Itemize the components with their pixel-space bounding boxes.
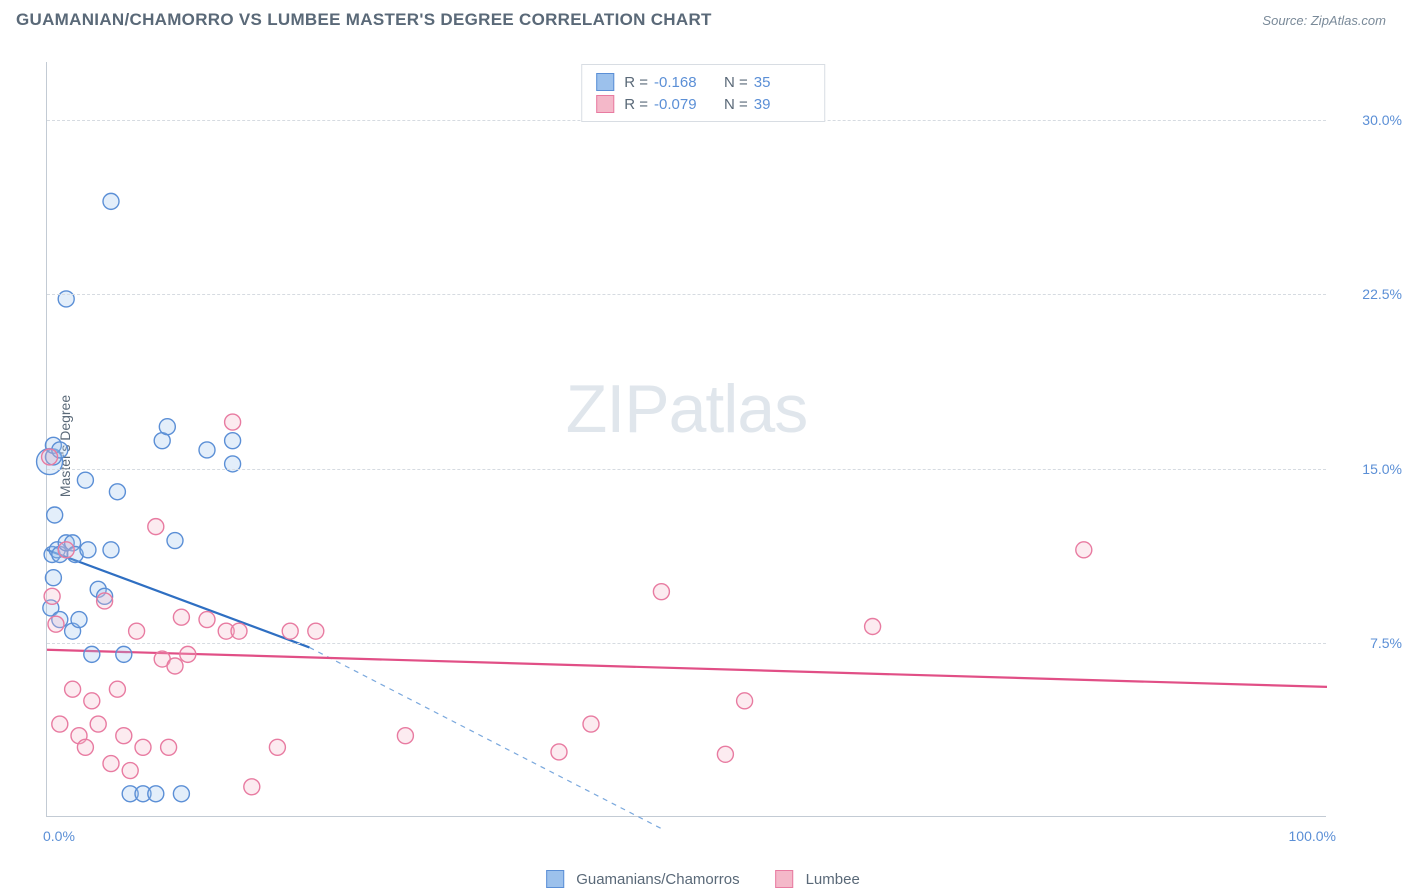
chart-title: GUAMANIAN/CHAMORRO VS LUMBEE MASTER'S DE… xyxy=(16,10,712,30)
legend-label-2: Lumbee xyxy=(806,871,860,888)
r-value: -0.168 xyxy=(654,74,710,91)
n-value: 39 xyxy=(754,96,810,113)
legend-swatch-1 xyxy=(546,870,564,888)
n-label: N = xyxy=(724,96,748,113)
r-value: -0.079 xyxy=(654,96,710,113)
ytick-label: 15.0% xyxy=(1332,461,1402,477)
chart-plot-area: ZIPatlas 0.0% 100.0% 7.5%15.0%22.5%30.0% xyxy=(46,62,1326,817)
legend-item-1: Guamanians/Chamorros xyxy=(546,870,739,888)
stats-row: R = -0.168 N = 35 xyxy=(596,71,810,93)
scatter-svg xyxy=(47,62,1326,816)
legend-item-2: Lumbee xyxy=(776,870,860,888)
xtick-0: 0.0% xyxy=(43,828,75,844)
stats-swatch xyxy=(596,73,614,91)
stats-swatch xyxy=(596,95,614,113)
r-label: R = xyxy=(624,96,648,113)
source-label: Source: xyxy=(1262,13,1307,28)
ytick-label: 30.0% xyxy=(1332,112,1402,128)
title-bar: GUAMANIAN/CHAMORRO VS LUMBEE MASTER'S DE… xyxy=(0,0,1406,36)
source-value: ZipAtlas.com xyxy=(1311,13,1386,28)
gridline xyxy=(47,469,1326,470)
n-value: 35 xyxy=(754,74,810,91)
stats-row: R = -0.079 N = 39 xyxy=(596,93,810,115)
legend-swatch-2 xyxy=(776,870,794,888)
gridline xyxy=(47,294,1326,295)
n-label: N = xyxy=(724,74,748,91)
ytick-label: 22.5% xyxy=(1332,286,1402,302)
legend-label-1: Guamanians/Chamorros xyxy=(576,871,739,888)
source-attribution: Source: ZipAtlas.com xyxy=(1262,13,1386,28)
r-label: R = xyxy=(624,74,648,91)
stats-box: R = -0.168 N = 35 R = -0.079 N = 39 xyxy=(581,64,825,122)
bottom-legend: Guamanians/Chamorros Lumbee xyxy=(546,870,860,888)
ytick-label: 7.5% xyxy=(1332,635,1402,651)
xtick-100: 100.0% xyxy=(1289,828,1336,844)
gridline xyxy=(47,643,1326,644)
